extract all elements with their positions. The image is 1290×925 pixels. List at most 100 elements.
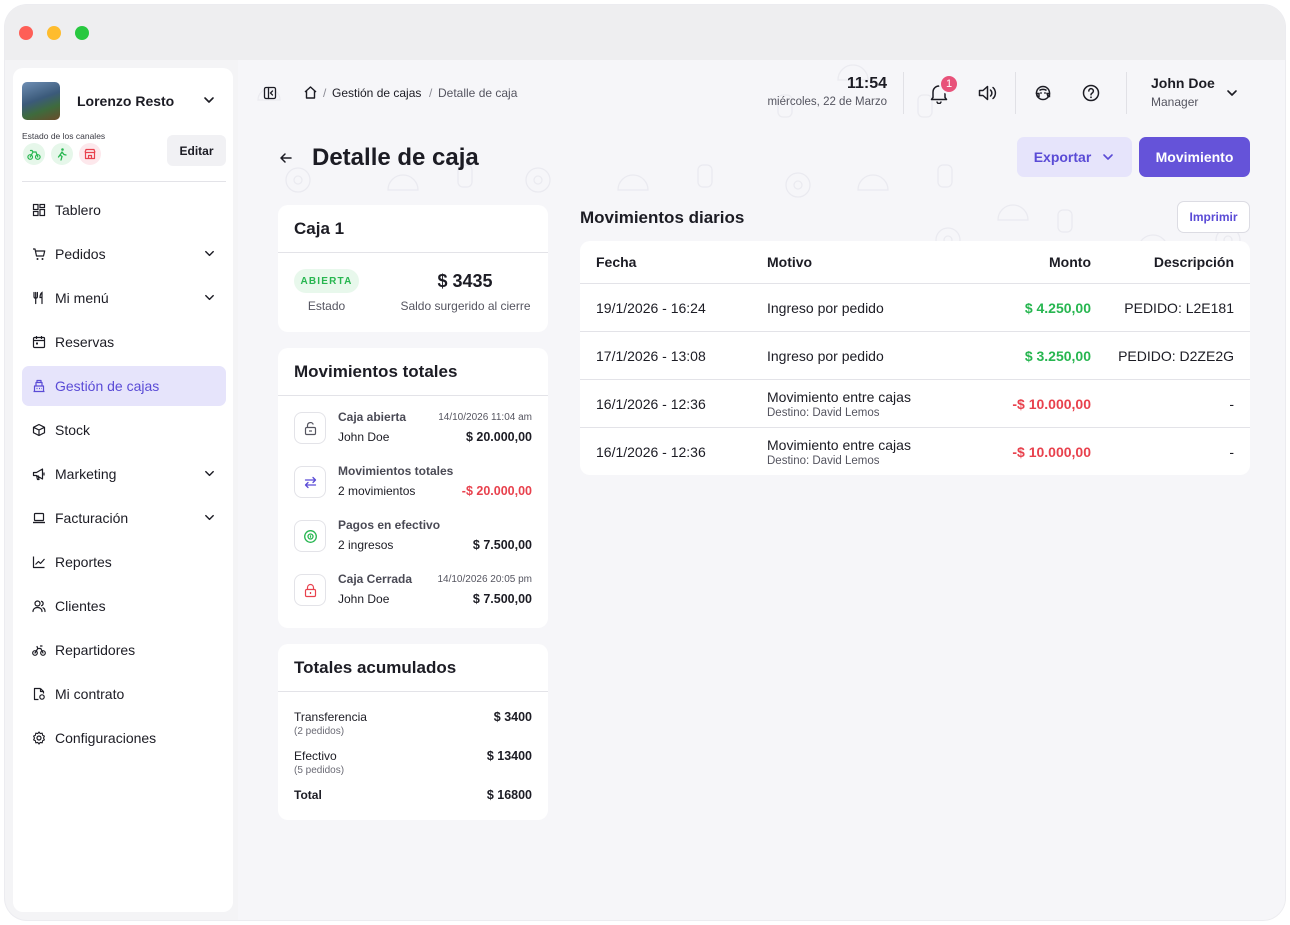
main-content: / Gestión de cajas / Detalle de caja 11:… — [238, 60, 1285, 920]
close-window-button[interactable] — [19, 26, 33, 40]
movement-subtitle: 2 ingresos — [338, 538, 394, 552]
breadcrumb-link[interactable]: Gestión de cajas — [332, 86, 422, 100]
chevron-down-icon[interactable] — [1225, 86, 1239, 100]
app-window: Lorenzo Resto Estado de los canales Edit… — [5, 5, 1285, 920]
total-movements-title: Movimientos totales — [294, 362, 458, 381]
motivo-text: Movimiento entre cajas — [767, 389, 911, 405]
cell-motivo: Ingreso por pedido — [767, 332, 884, 380]
movement-title: Movimientos totales — [338, 464, 454, 478]
table-row[interactable]: 19/1/2026 - 16:24 Ingreso por pedido $ 4… — [580, 283, 1250, 331]
title-bar — [5, 5, 1285, 60]
sidebar-item-repartidores[interactable]: Repartidores — [22, 630, 226, 670]
cell-motivo: Movimiento entre cajas Destino: David Le… — [767, 380, 911, 428]
divider — [1126, 72, 1127, 114]
divider — [278, 691, 548, 692]
sidebar-item-tablero[interactable]: Tablero — [22, 190, 226, 230]
chevron-down-icon — [205, 294, 214, 301]
motivo-text: Movimiento entre cajas — [767, 437, 911, 453]
new-movement-button[interactable]: Movimiento — [1139, 137, 1250, 177]
sidebar-item-stock[interactable]: Stock — [22, 410, 226, 450]
total-movements-card: Movimientos totales Caja abierta 14/10/2… — [278, 348, 548, 628]
table-row[interactable]: 16/1/2026 - 12:36 Movimiento entre cajas… — [580, 427, 1250, 475]
sidebar-item-configuraciones[interactable]: Configuraciones — [22, 718, 226, 758]
delivery-channel-icon[interactable] — [23, 143, 45, 165]
user-name: John Doe — [1151, 75, 1215, 91]
sidebar-item-label: Clientes — [55, 598, 106, 614]
chevron-down-icon — [1103, 154, 1114, 160]
closing-balance: $ 3435 — [437, 271, 493, 291]
sidebar-item-pedidos[interactable]: Pedidos — [22, 234, 226, 274]
cell-descripcion: - — [1229, 396, 1234, 412]
chart-line-icon — [32, 556, 45, 569]
sidebar-item-label: Reportes — [55, 554, 112, 570]
cart-icon — [33, 248, 46, 260]
clock: 11:54 miércoles, 22 de Marzo — [767, 75, 887, 108]
users-icon — [32, 600, 46, 613]
calendar-icon — [32, 336, 46, 349]
user-role: Manager — [1151, 95, 1199, 109]
cell-descripcion: - — [1229, 444, 1234, 460]
dine-in-channel-icon[interactable] — [79, 143, 101, 165]
gear-icon — [33, 731, 45, 745]
sidebar-item-marketing[interactable]: Marketing — [22, 454, 226, 494]
export-button[interactable]: Exportar — [1017, 137, 1132, 177]
edit-channels-button[interactable]: Editar — [167, 135, 226, 166]
sidebar-item-reservas[interactable]: Reservas — [22, 322, 226, 362]
chevron-down-icon — [205, 250, 214, 257]
top-bar: / Gestión de cajas / Detalle de caja 11:… — [238, 60, 1285, 124]
print-button[interactable]: Imprimir — [1177, 201, 1250, 233]
sidebar-item-clientes[interactable]: Clientes — [22, 586, 226, 626]
sidebar-item-gestion-de-cajas[interactable]: Gestión de cajas — [22, 366, 226, 406]
breadcrumb-separator: / — [429, 86, 433, 100]
table-row[interactable]: 16/1/2026 - 12:36 Movimiento entre cajas… — [580, 379, 1250, 427]
accumulated-totals-card: Totales acumulados Transferencia (2 pedi… — [278, 644, 548, 820]
status-label: Estado — [307, 299, 346, 313]
sidebar-nav: Tablero Pedidos Mi menú Reservas Gestión… — [22, 190, 226, 762]
takeaway-channel-icon[interactable] — [51, 143, 73, 165]
payment-method-name: Transferencia — [294, 710, 367, 724]
cell-fecha: 16/1/2026 - 12:36 — [596, 396, 706, 412]
movement-amount: $ 7.500,00 — [472, 538, 532, 552]
sidebar: Lorenzo Resto Estado de los canales Edit… — [13, 68, 233, 912]
total-amount: $ 16800 — [486, 788, 532, 802]
support-agent-icon[interactable] — [1032, 82, 1054, 104]
sidebar-item-label: Stock — [55, 422, 91, 438]
export-button-label: Exportar — [1033, 149, 1092, 165]
sidebar-item-label: Marketing — [55, 466, 117, 482]
status-badge: ABIERTA — [294, 269, 359, 293]
sidebar-item-mi-contrato[interactable]: Mi contrato — [22, 674, 226, 714]
back-arrow-icon[interactable] — [278, 150, 294, 166]
movement-title: Pagos en efectivo — [338, 518, 441, 532]
utensils-icon — [33, 291, 43, 305]
channels-label: Estado de los canales — [22, 131, 106, 141]
movement-subtitle: John Doe — [338, 592, 390, 606]
home-icon[interactable] — [303, 85, 318, 100]
list-item: Pagos en efectivo 2 ingresos $ 7.500,00 — [294, 516, 532, 556]
store-selector[interactable]: Lorenzo Resto — [22, 81, 222, 121]
cell-fecha: 19/1/2026 - 16:24 — [596, 300, 706, 316]
sidebar-toggle-icon[interactable] — [263, 86, 277, 100]
column-header-motivo: Motivo — [767, 254, 813, 270]
user-menu[interactable]: John Doe Manager — [1151, 75, 1215, 109]
accumulated-totals-title: Totales acumulados — [294, 658, 457, 677]
breadcrumb-separator: / — [323, 86, 327, 100]
table-row[interactable]: 17/1/2026 - 13:08 Ingreso por pedido $ 3… — [580, 331, 1250, 379]
volume-icon[interactable] — [976, 82, 998, 104]
cell-monto: $ 3.250,00 — [1024, 348, 1091, 364]
daily-movements-table: Fecha Motivo Monto Descripción 19/1/2026… — [580, 241, 1250, 475]
motivo-text: Ingreso por pedido — [767, 300, 884, 316]
sidebar-item-reportes[interactable]: Reportes — [22, 542, 226, 582]
clock-time: 11:54 — [846, 75, 887, 92]
sidebar-item-mi-menu[interactable]: Mi menú — [22, 278, 226, 318]
chevron-down-icon — [205, 470, 214, 477]
motivo-destination: Destino: David Lemos — [767, 407, 880, 419]
sidebar-item-facturacion[interactable]: Facturación — [22, 498, 226, 538]
sidebar-item-label: Repartidores — [55, 642, 136, 658]
store-avatar — [22, 82, 60, 120]
laptop-icon — [33, 512, 45, 524]
notification-count-badge: 1 — [939, 74, 959, 94]
help-icon[interactable] — [1080, 82, 1102, 104]
store-name: Lorenzo Resto — [77, 93, 175, 109]
minimize-window-button[interactable] — [47, 26, 61, 40]
maximize-window-button[interactable] — [75, 26, 89, 40]
